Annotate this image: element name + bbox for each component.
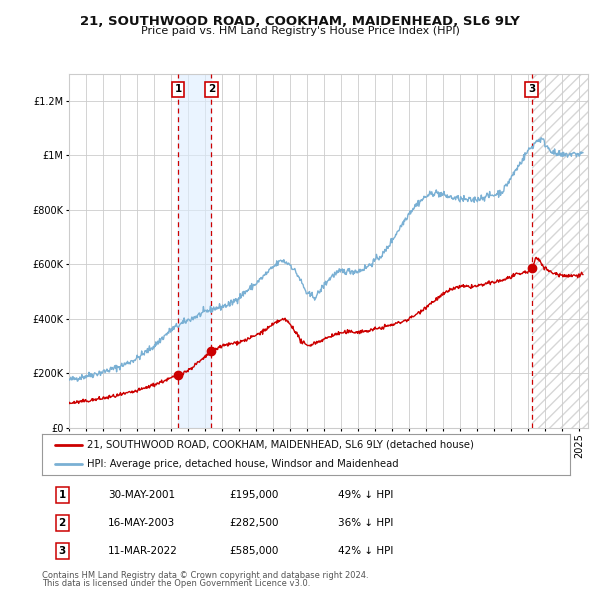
Text: HPI: Average price, detached house, Windsor and Maidenhead: HPI: Average price, detached house, Wind… [87,459,398,469]
Text: 30-MAY-2001: 30-MAY-2001 [108,490,175,500]
Text: 16-MAY-2003: 16-MAY-2003 [108,518,175,527]
Text: 42% ↓ HPI: 42% ↓ HPI [338,546,393,556]
Text: 3: 3 [58,546,65,556]
Text: 1: 1 [175,84,182,94]
Text: £195,000: £195,000 [229,490,279,500]
Text: 21, SOUTHWOOD ROAD, COOKHAM, MAIDENHEAD, SL6 9LY (detached house): 21, SOUTHWOOD ROAD, COOKHAM, MAIDENHEAD,… [87,440,474,450]
Text: £585,000: £585,000 [229,546,279,556]
Text: 36% ↓ HPI: 36% ↓ HPI [338,518,393,527]
Text: 11-MAR-2022: 11-MAR-2022 [108,546,178,556]
Text: Price paid vs. HM Land Registry's House Price Index (HPI): Price paid vs. HM Land Registry's House … [140,26,460,36]
Text: 2: 2 [208,84,215,94]
Text: 1: 1 [58,490,65,500]
Text: Contains HM Land Registry data © Crown copyright and database right 2024.: Contains HM Land Registry data © Crown c… [42,571,368,579]
Bar [532,74,596,428]
Bar [178,74,211,428]
Text: 3: 3 [528,84,535,94]
Text: £282,500: £282,500 [229,518,279,527]
Bar [532,74,596,428]
Text: This data is licensed under the Open Government Licence v3.0.: This data is licensed under the Open Gov… [42,579,310,588]
Text: 2: 2 [58,518,65,527]
Text: 49% ↓ HPI: 49% ↓ HPI [338,490,393,500]
Text: 21, SOUTHWOOD ROAD, COOKHAM, MAIDENHEAD, SL6 9LY: 21, SOUTHWOOD ROAD, COOKHAM, MAIDENHEAD,… [80,15,520,28]
